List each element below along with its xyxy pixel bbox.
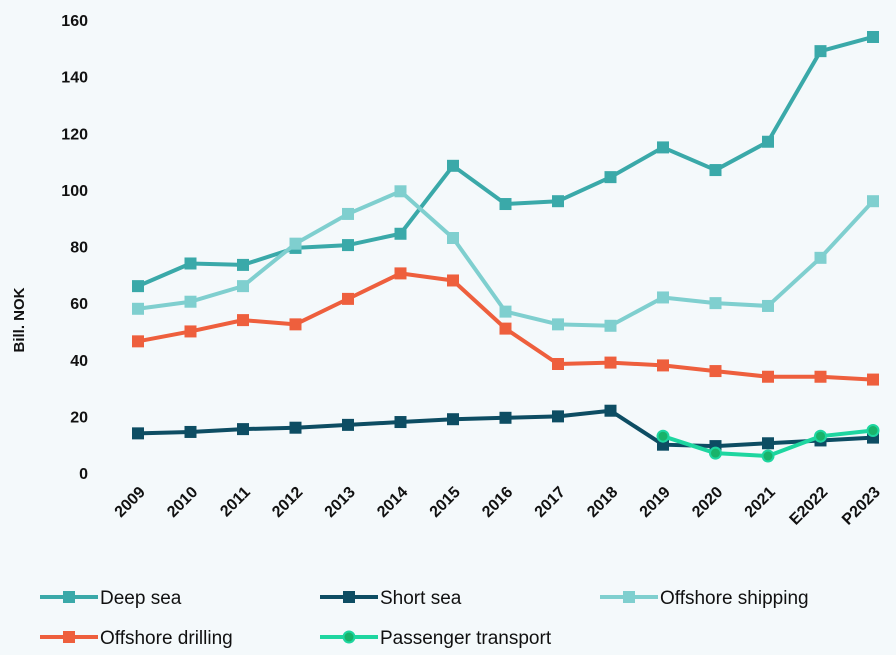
- x-tick-label: 2015: [427, 484, 464, 521]
- point: [394, 227, 407, 240]
- point: [814, 429, 827, 443]
- point: [552, 410, 564, 423]
- point: [657, 291, 669, 304]
- x-tick-label: 2016: [479, 484, 516, 521]
- point: [184, 425, 197, 438]
- x-tick-label: 2019: [637, 484, 674, 521]
- point: [867, 373, 879, 386]
- point: [447, 232, 459, 245]
- point: [342, 292, 354, 305]
- x-tick-label: 2018: [584, 484, 621, 521]
- point: [657, 141, 669, 154]
- point: [552, 357, 564, 370]
- point: [342, 207, 354, 220]
- point: [656, 429, 670, 443]
- legend-label: Short sea: [380, 588, 462, 609]
- x-tick-label: 2017: [532, 484, 569, 521]
- point: [499, 198, 512, 211]
- point: [237, 258, 249, 271]
- point: [184, 295, 197, 308]
- y-tick-label: 80: [70, 240, 88, 257]
- point: [342, 418, 354, 431]
- legend-label: Deep sea: [100, 588, 182, 609]
- series-line: [137, 35, 874, 288]
- point: [499, 411, 512, 424]
- legend-marker: [63, 631, 75, 643]
- legend-label: Passenger transport: [380, 628, 552, 649]
- y-tick-label: 40: [70, 353, 88, 370]
- point: [814, 251, 827, 264]
- point: [447, 274, 459, 287]
- point: [604, 319, 617, 332]
- x-tick-label: 2010: [164, 484, 201, 521]
- point: [762, 299, 774, 312]
- y-tick-label: 120: [61, 126, 88, 143]
- x-tick-label: 2021: [742, 484, 779, 521]
- y-tick-label: 0: [79, 466, 88, 483]
- point: [552, 318, 564, 331]
- point: [447, 413, 459, 426]
- point: [289, 237, 302, 250]
- legend-marker: [63, 591, 75, 603]
- y-tick-label: 160: [61, 13, 88, 30]
- point: [237, 423, 249, 436]
- legend-marker: [343, 591, 355, 603]
- point: [709, 446, 722, 460]
- point: [866, 424, 880, 438]
- point: [184, 257, 197, 270]
- point: [762, 370, 774, 383]
- point: [814, 45, 827, 58]
- point: [289, 318, 302, 331]
- x-tick-label: 2009: [112, 484, 149, 521]
- point: [237, 314, 249, 327]
- point: [709, 164, 722, 177]
- legend-label: Offshore shipping: [660, 588, 809, 609]
- point: [342, 239, 354, 252]
- legend-marker: [342, 630, 356, 644]
- point: [289, 421, 302, 434]
- y-axis-label: Bill. NOK: [11, 287, 28, 352]
- point: [762, 135, 774, 148]
- point: [132, 302, 144, 315]
- y-tick-label: 20: [70, 409, 88, 426]
- point: [604, 356, 617, 369]
- x-tick-label: P2023: [839, 484, 884, 529]
- point: [132, 280, 144, 293]
- point: [394, 267, 407, 280]
- x-tick-label: 2014: [374, 484, 411, 521]
- point: [447, 159, 459, 172]
- point: [867, 195, 879, 208]
- point: [709, 365, 722, 378]
- point: [761, 449, 775, 463]
- y-tick-label: 60: [70, 296, 88, 313]
- x-tick-label: 2012: [269, 484, 306, 521]
- point: [762, 437, 774, 450]
- x-tick-label: 2020: [689, 484, 726, 521]
- y-tick-label: 140: [61, 70, 88, 87]
- x-tick-label: 2013: [322, 484, 359, 521]
- point: [394, 416, 407, 429]
- point: [604, 404, 617, 417]
- x-tick-label: 2011: [217, 484, 254, 521]
- point: [237, 280, 249, 293]
- legend-label: Offshore drilling: [100, 628, 233, 649]
- legend-marker: [623, 591, 635, 603]
- point: [657, 359, 669, 372]
- x-tick-label: E2022: [787, 484, 832, 529]
- y-tick-label: 100: [61, 183, 88, 200]
- point: [499, 305, 512, 318]
- point: [132, 335, 144, 348]
- point: [709, 297, 722, 310]
- point: [184, 325, 197, 338]
- point: [132, 427, 144, 440]
- point: [552, 195, 564, 208]
- point: [394, 185, 407, 198]
- point: [867, 30, 879, 43]
- point: [814, 370, 827, 383]
- point: [604, 171, 617, 184]
- point: [499, 322, 512, 335]
